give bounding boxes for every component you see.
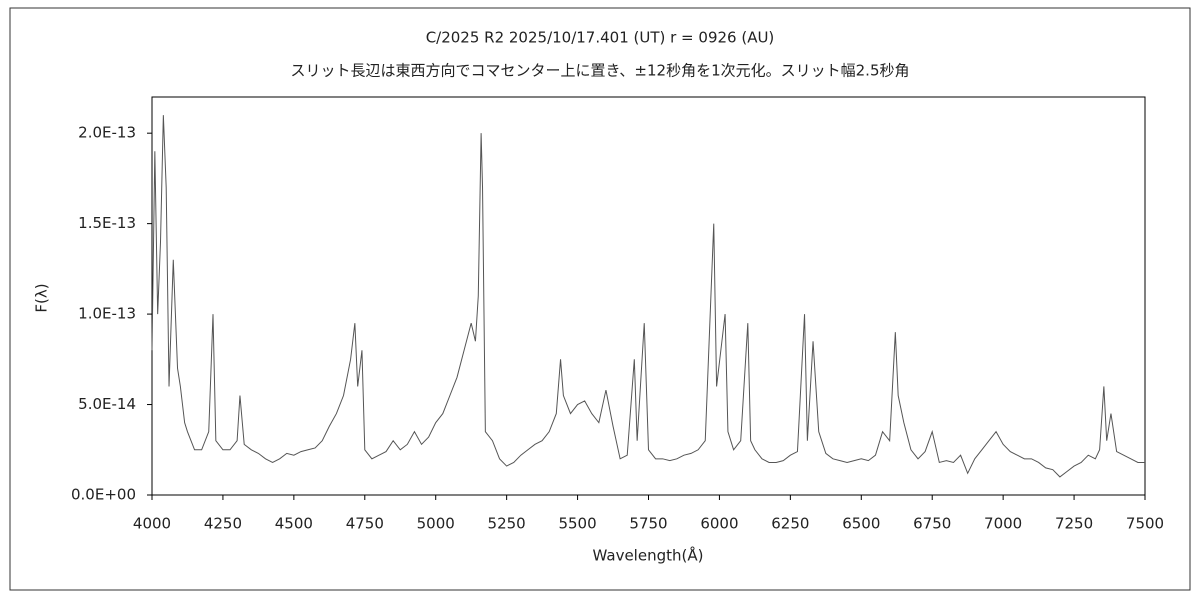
y-tick-label: 5.0E-14 [78,395,136,413]
y-tick-label: 2.0E-13 [78,124,136,142]
x-tick-label: 5250 [488,515,526,533]
spectrum-line [151,115,1145,478]
x-tick-label: 4500 [275,515,313,533]
chart-frame [9,7,1191,591]
x-tick-label: 6750 [913,515,951,533]
y-tick-label: 1.5E-13 [78,214,136,232]
x-tick-label: 4000 [133,515,171,533]
chart-title: C/2025 R2 2025/10/17.401 (UT) r = 0926 (… [426,29,775,47]
x-tick-label: 6000 [700,515,738,533]
x-tick-label: 4250 [204,515,242,533]
x-tick-label: 5750 [629,515,667,533]
chart-subtitle: スリット長辺は東西方向でコマセンター上に置き、±12秒角を1次元化。スリット幅2… [290,62,909,80]
y-axis-label: F(λ) [33,283,51,312]
y-tick-label: 0.0E+00 [71,486,136,504]
x-tick-label: 7000 [984,515,1022,533]
x-tick-label: 6250 [771,515,809,533]
x-tick-label: 5000 [417,515,455,533]
x-tick-label: 5500 [558,515,596,533]
y-tick-label: 1.0E-13 [78,305,136,323]
x-tick-label: 7250 [1055,515,1093,533]
x-axis-label: Wavelength(Å) [593,546,704,565]
x-tick-label: 6500 [842,515,880,533]
x-tick-label: 7500 [1126,515,1164,533]
x-tick-label: 4750 [346,515,384,533]
